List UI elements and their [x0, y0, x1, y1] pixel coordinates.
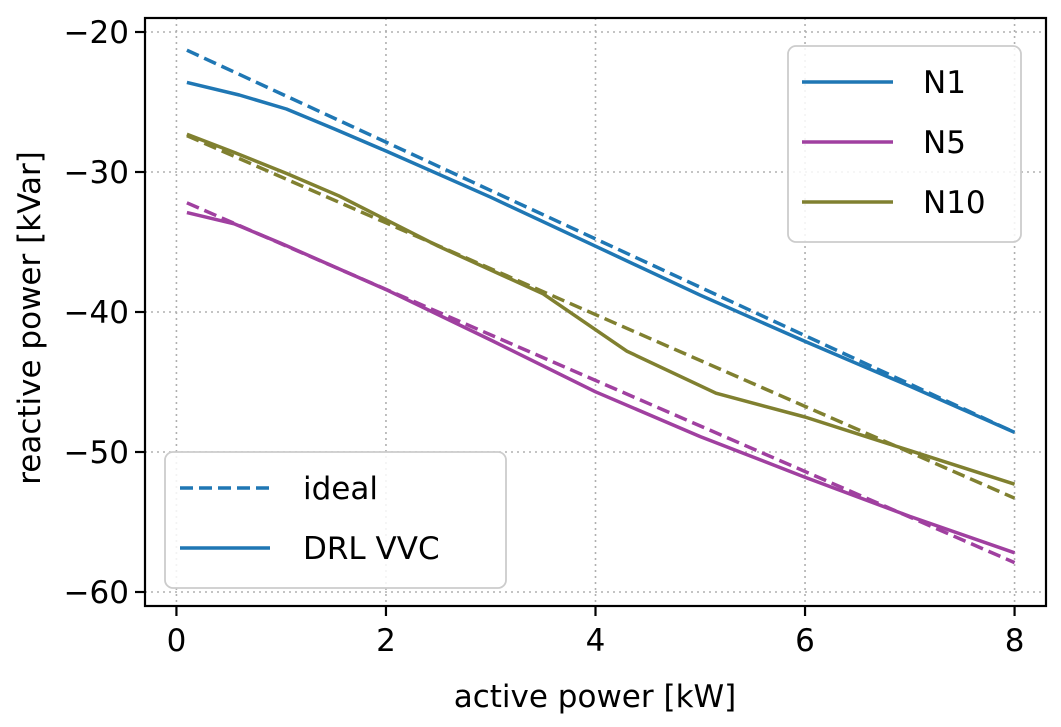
x-tick-label: 2 [376, 623, 396, 659]
series-n10-ideal-line [186, 133, 1016, 500]
y-tick-label: −40 [64, 295, 129, 331]
x-tick-label: 0 [167, 623, 187, 659]
legend-n5-label: N5 [923, 125, 966, 161]
y-tick-label: −60 [64, 575, 129, 611]
y-axis-label: reactive power [kVar] [12, 151, 48, 485]
legend-n1-label: N1 [923, 65, 966, 101]
axis-ticks: 0 2 4 6 8 −20 −30 −40 −50 −60 [64, 15, 1025, 659]
x-tick-label: 4 [586, 623, 606, 659]
x-axis-label: active power [kW] [454, 679, 737, 715]
y-tick-label: −30 [64, 155, 129, 191]
x-tick-label: 8 [1005, 623, 1025, 659]
legend-ideal-label: ideal [303, 471, 378, 507]
legend-nodes: N1 N5 N10 [787, 45, 1022, 243]
series-n5-drl-vvc-line [186, 210, 1016, 555]
legend-styles: ideal DRL VVC [164, 451, 507, 589]
series-n1-drl-vvc-line [186, 80, 1016, 435]
series-n10-drl-vvc-line [186, 132, 1016, 486]
y-tick-label: −50 [64, 435, 129, 471]
legend-drl-label: DRL VVC [303, 531, 440, 567]
y-tick-label: −20 [64, 15, 129, 51]
x-tick-label: 6 [795, 623, 815, 659]
legend-styles-box [164, 451, 507, 589]
legend-nodes-box [787, 45, 1022, 243]
series-lines [186, 48, 1016, 565]
legend-n10-label: N10 [923, 185, 986, 221]
